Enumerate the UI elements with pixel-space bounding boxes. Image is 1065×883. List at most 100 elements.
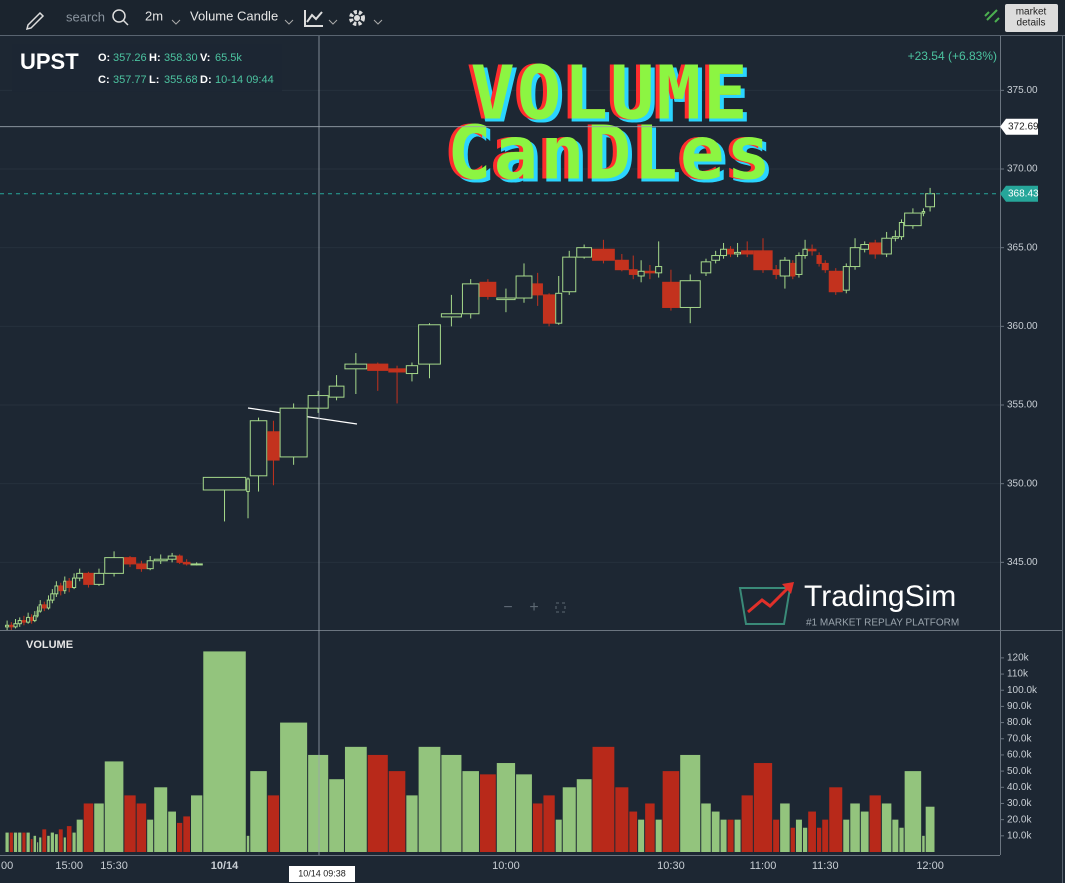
symbol: UPST [20,49,79,74]
legend-value: 10-14 09:44 [215,74,274,86]
volume-title: VOLUME [26,639,73,651]
candle-body [76,572,84,579]
candle-body [123,557,137,565]
x-tick-label: 00 [1,860,13,872]
volume-tick-label: 40.0k [1007,782,1032,793]
chart-style[interactable]: Volume Candle [190,8,278,23]
volume-bar [720,819,727,852]
candle-body [790,262,796,277]
legend-label: L: [149,74,159,86]
candle-body [63,580,67,592]
candle-body [753,250,773,271]
candle-body [104,557,124,574]
volume-bar [154,787,168,852]
candle-body [711,255,721,261]
volume-bar [39,837,42,852]
volume-bar [816,827,822,852]
volume-bar [94,803,104,852]
zoom-in[interactable]: + [529,599,538,616]
volume-bar [904,771,922,852]
candle-body [21,620,27,623]
volume-bar [13,832,18,852]
crosshair-price-label: 372.69 [1008,121,1039,132]
volume-bar [780,803,790,852]
pencil-icon[interactable] [25,11,45,31]
market-details-button[interactable] [1005,4,1058,32]
volume-bar [638,819,645,852]
volume-bar [711,811,720,852]
y-tick-label: 355.00 [1007,400,1038,411]
volume-bar [860,811,869,852]
candle-body [176,555,183,563]
volume-bar [822,819,829,852]
volume-bar [50,832,54,852]
legend-value: 355.68 [164,74,198,86]
legend-value: 357.77 [113,74,147,86]
link-icon[interactable] [984,9,1000,23]
interval[interactable]: 2m [145,8,163,23]
candle-body [802,248,808,257]
volume-bar [869,795,881,852]
legend-value: 65.5k [215,52,242,64]
candle-body [842,266,850,291]
volume-bar [147,819,154,852]
legend-label: H: [149,52,161,64]
candle-body [46,599,51,609]
dropdown-arrow [328,19,338,25]
y-tick-label: 360.00 [1007,321,1038,332]
last-price-tag [1000,185,1038,202]
search-icon[interactable] [112,9,126,23]
volume-bar [191,795,203,852]
dropdown-arrow [171,19,181,25]
volume-bar [250,771,267,852]
volume-bar [629,811,638,852]
candle-body [190,563,203,566]
crosshair-time-tag [289,866,355,882]
candle-body [532,283,543,296]
fit-button[interactable] [555,602,566,613]
ohlc-legend: O: 357.26 H: 358.30 V: 65.5k C: 357.77 L: 355.68 D… [98,52,274,86]
candle-body [592,248,615,261]
candle-body [881,237,892,255]
candle-body [202,476,247,491]
volume-bar [329,779,344,852]
candle-body [779,259,791,277]
candle-body [71,577,77,589]
logo-icon [738,587,792,625]
volume-bar [30,839,33,852]
search-box[interactable]: search [66,9,105,24]
y-tick-label: 375.00 [1007,85,1038,96]
volume-bar [308,754,329,852]
volume-tick-label: 90.0k [1007,701,1032,712]
candle-body [562,256,577,293]
candle-body [136,563,147,570]
volume-tick-label: 20.0k [1007,814,1032,825]
volume-bar [462,771,479,852]
candle-body [828,270,843,293]
zoom-out[interactable]: − [503,599,512,616]
volume-tick-label: 10.0k [1007,830,1032,841]
volume-tick-label: 80.0k [1007,717,1032,728]
candle-body [9,624,14,628]
volume-bar [922,835,925,852]
volume-bar [899,827,904,852]
candle-body [54,585,59,595]
volume-bar [773,819,780,852]
volume-bar [655,819,662,852]
candle-body [628,269,638,275]
volume-bar [388,771,406,852]
candle-body [816,255,822,264]
volume-bar [18,832,22,852]
x-tick-label: 10/14 [211,860,239,872]
candle-body [249,420,268,477]
settings-icon[interactable] [349,10,365,26]
volume-bar [562,787,576,852]
candle-body [679,280,701,308]
candle-body [515,275,533,299]
candle-body [167,555,177,560]
logo-tagline: #1 MARKET REPLAY PLATFORM [806,618,959,629]
volume-tick-label: 120k [1007,653,1030,664]
crosshair-time-label: 10/14 09:38 [298,868,346,878]
indicator-icon[interactable] [304,10,323,27]
